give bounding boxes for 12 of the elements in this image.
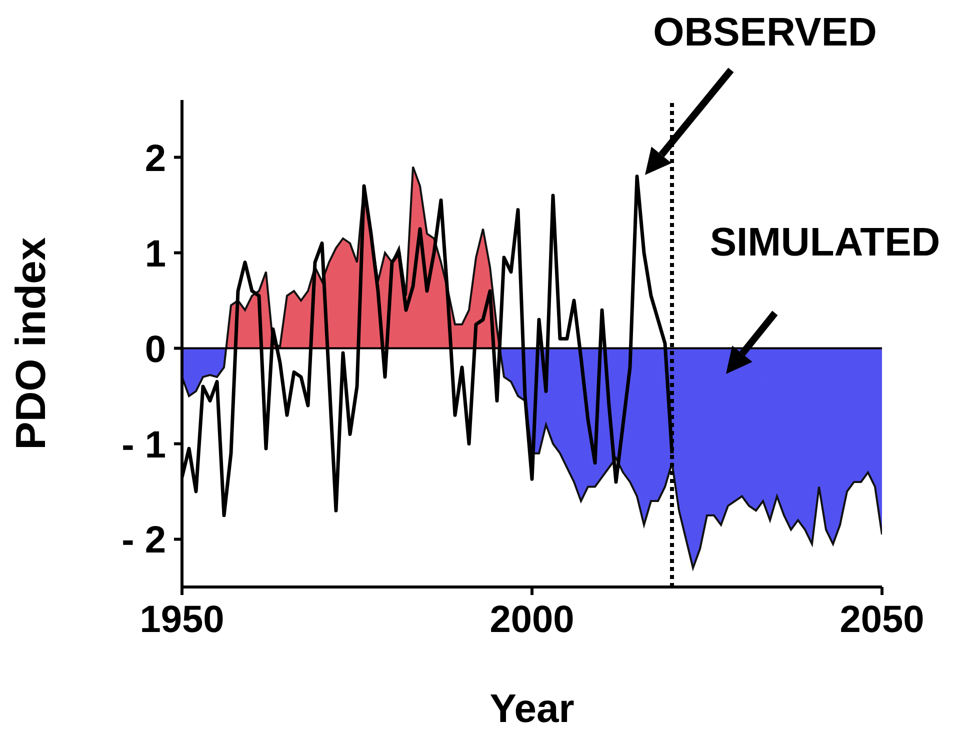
text: OBSERVED — [653, 10, 877, 55]
y-tick-label: - 2 — [122, 520, 166, 562]
x-tick-label: 1950 — [140, 598, 224, 641]
x-tick-label: 2050 — [840, 598, 924, 641]
y-tick-label: - 1 — [122, 424, 166, 466]
x-tick-label: 2000 — [490, 598, 574, 641]
y-axis-title: PDO index — [6, 236, 54, 450]
y-tick-label: 0 — [144, 328, 166, 371]
x-axis-title: Year — [490, 687, 574, 731]
annotation: SIMULATED — [710, 220, 940, 265]
y-tick-label: 1 — [144, 233, 166, 276]
y-tick-label: 2 — [144, 138, 166, 180]
